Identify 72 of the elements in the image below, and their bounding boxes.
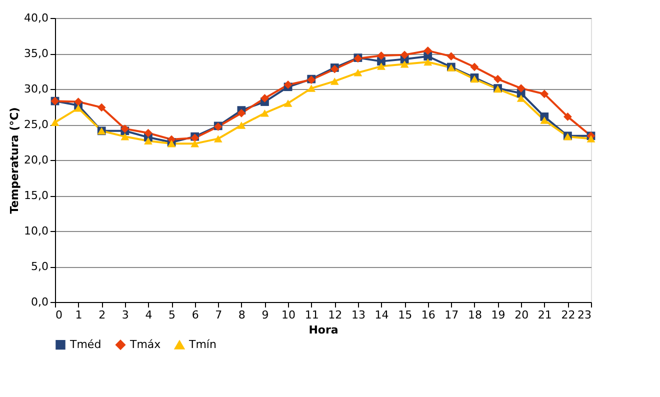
point	[400, 60, 409, 68]
point	[260, 94, 269, 102]
y-tick-label: 30,0	[24, 82, 48, 96]
point	[354, 69, 362, 76]
x-tick-label: 9	[262, 308, 269, 322]
point	[260, 110, 269, 117]
x-tick-label: 11	[304, 308, 319, 322]
x-tick-label: 3	[122, 308, 129, 322]
y-tick-label: 0,0	[31, 296, 48, 308]
legend-label: Tmín	[188, 338, 216, 352]
x-tick-label: 6	[192, 308, 199, 322]
point	[377, 51, 386, 60]
point	[330, 78, 339, 85]
x-tick-label: 5	[168, 308, 176, 322]
point	[120, 124, 130, 133]
point	[424, 58, 432, 66]
x-tick-label: 19	[491, 308, 506, 322]
x-axis-title: Hora	[308, 324, 338, 336]
y-tick-label: 40,0	[24, 12, 48, 24]
x-tick-label: 14	[374, 308, 389, 322]
y-tick-label: 10,0	[24, 224, 48, 238]
point	[284, 80, 292, 89]
point	[190, 140, 200, 148]
y-tick-label: 15,0	[24, 189, 48, 202]
point	[97, 103, 106, 112]
point	[74, 104, 82, 112]
point	[564, 112, 572, 121]
point	[516, 84, 526, 92]
x-tick-label: 4	[145, 308, 152, 322]
point	[120, 132, 130, 140]
x-tick-label: 1	[75, 308, 82, 322]
point	[237, 108, 246, 118]
x-tick-label: 13	[351, 308, 366, 322]
point	[540, 90, 549, 98]
x-tick-label: 10	[282, 308, 296, 322]
x-tick-label: 18	[468, 308, 482, 322]
y-tick-label: 35,0	[24, 47, 48, 60]
x-tick-label: 15	[398, 308, 412, 322]
x-tick-label: 23	[578, 308, 592, 322]
legend-label: Tmáx	[129, 338, 162, 351]
point	[237, 122, 246, 129]
y-axis-title: Temperatura (°C)	[8, 107, 22, 214]
point	[470, 62, 479, 72]
x-tick-label: 22	[561, 308, 576, 322]
x-tick-label: 2	[98, 308, 106, 322]
x-tick-label: 17	[444, 308, 459, 322]
point	[144, 137, 152, 144]
x-tick-label: 7	[215, 308, 222, 322]
point	[144, 128, 152, 138]
x-tick-label: 21	[538, 308, 552, 322]
point	[400, 50, 409, 60]
point	[424, 46, 432, 55]
point	[74, 98, 82, 106]
x-tick-label: 20	[514, 308, 529, 322]
point	[540, 116, 549, 124]
x-tick-label: 8	[238, 308, 246, 322]
y-tick-label: 25,0	[24, 118, 48, 131]
x-tick-label: 0	[56, 308, 62, 322]
point	[494, 74, 502, 84]
x-tick-label: 12	[328, 308, 342, 322]
y-tick-label: 5,0	[31, 260, 48, 273]
point	[516, 94, 526, 102]
point	[586, 135, 596, 142]
point	[284, 100, 292, 107]
point	[307, 84, 316, 92]
legend-label: Tméd	[69, 338, 102, 351]
point	[446, 52, 456, 61]
y-tick-label: 20,0	[24, 154, 48, 166]
point	[377, 62, 386, 70]
point	[214, 135, 222, 142]
x-tick-label: 16	[421, 308, 436, 322]
point	[50, 118, 60, 126]
